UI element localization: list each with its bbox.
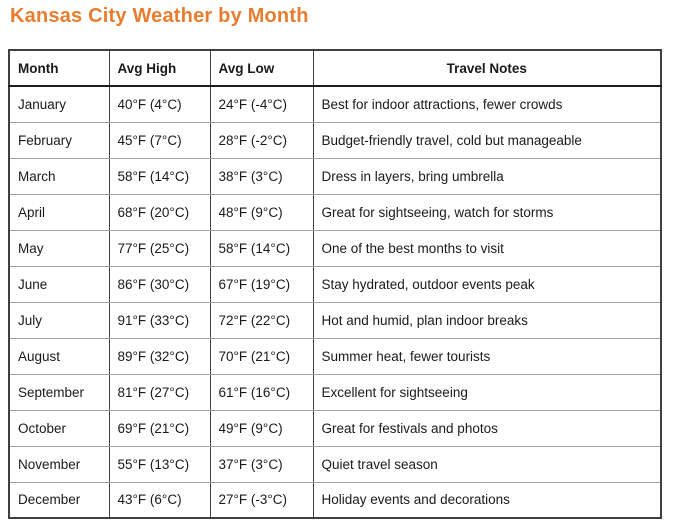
table-row: May 77°F (25°C) 58°F (14°C) One of the b… xyxy=(8,229,662,267)
avg-low-cell: 67°F (19°C) xyxy=(209,265,314,303)
avg-low-cell: 61°F (16°C) xyxy=(209,373,314,411)
month-cell: June xyxy=(8,265,110,303)
avg-low-cell: 48°F (9°C) xyxy=(209,193,314,231)
table-row: June 86°F (30°C) 67°F (19°C) Stay hydrat… xyxy=(8,265,662,303)
travel-notes-cell: Summer heat, fewer tourists xyxy=(312,337,662,375)
month-cell: April xyxy=(8,193,110,231)
travel-notes-cell: Great for sightseeing, watch for storms xyxy=(312,193,662,231)
avg-high-cell: 69°F (21°C) xyxy=(108,409,211,447)
table-row: September 81°F (27°C) 61°F (16°C) Excell… xyxy=(8,373,662,411)
avg-high-cell: 40°F (4°C) xyxy=(108,85,211,123)
month-cell: March xyxy=(8,157,110,195)
travel-notes-cell: Excellent for sightseeing xyxy=(312,373,662,411)
table-row: December 43°F (6°C) 27°F (-3°C) Holiday … xyxy=(8,481,662,519)
avg-high-cell: 89°F (32°C) xyxy=(108,337,211,375)
month-cell: September xyxy=(8,373,110,411)
table-row: August 89°F (32°C) 70°F (21°C) Summer he… xyxy=(8,337,662,375)
table-row: November 55°F (13°C) 37°F (3°C) Quiet tr… xyxy=(8,445,662,483)
avg-high-cell: 81°F (27°C) xyxy=(108,373,211,411)
travel-notes-cell: Budget-friendly travel, cold but managea… xyxy=(312,121,662,159)
table-row: March 58°F (14°C) 38°F (3°C) Dress in la… xyxy=(8,157,662,195)
travel-notes-cell: Quiet travel season xyxy=(312,445,662,483)
table-row: April 68°F (20°C) 48°F (9°C) Great for s… xyxy=(8,193,662,231)
month-cell: October xyxy=(8,409,110,447)
avg-low-cell: 28°F (-2°C) xyxy=(209,121,314,159)
avg-low-cell: 24°F (-4°C) xyxy=(209,85,314,123)
avg-low-cell: 72°F (22°C) xyxy=(209,301,314,339)
avg-high-cell: 58°F (14°C) xyxy=(108,157,211,195)
avg-high-cell: 77°F (25°C) xyxy=(108,229,211,267)
avg-low-cell: 49°F (9°C) xyxy=(209,409,314,447)
table-row: January 40°F (4°C) 24°F (-4°C) Best for … xyxy=(8,85,662,123)
travel-notes-cell: Holiday events and decorations xyxy=(312,481,662,519)
avg-low-cell: 58°F (14°C) xyxy=(209,229,314,267)
avg-low-cell: 37°F (3°C) xyxy=(209,445,314,483)
table-row: February 45°F (7°C) 28°F (-2°C) Budget-f… xyxy=(8,121,662,159)
month-cell: December xyxy=(8,481,110,519)
avg-high-cell: 68°F (20°C) xyxy=(108,193,211,231)
weather-table: Month Avg High Avg Low Travel Notes Janu… xyxy=(8,49,662,519)
avg-high-cell: 43°F (6°C) xyxy=(108,481,211,519)
month-cell: January xyxy=(8,85,110,123)
avg-low-cell: 38°F (3°C) xyxy=(209,157,314,195)
travel-notes-cell: Great for festivals and photos xyxy=(312,409,662,447)
avg-low-cell: 70°F (21°C) xyxy=(209,337,314,375)
month-cell: February xyxy=(8,121,110,159)
column-header-avg-high: Avg High xyxy=(108,49,211,87)
month-cell: November xyxy=(8,445,110,483)
header-row: Month Avg High Avg Low Travel Notes xyxy=(8,49,662,87)
travel-notes-cell: One of the best months to visit xyxy=(312,229,662,267)
travel-notes-cell: Best for indoor attractions, fewer crowd… xyxy=(312,85,662,123)
avg-high-cell: 86°F (30°C) xyxy=(108,265,211,303)
avg-high-cell: 91°F (33°C) xyxy=(108,301,211,339)
avg-high-cell: 55°F (13°C) xyxy=(108,445,211,483)
column-header-month: Month xyxy=(8,49,110,87)
month-cell: July xyxy=(8,301,110,339)
table-row: July 91°F (33°C) 72°F (22°C) Hot and hum… xyxy=(8,301,662,339)
travel-notes-cell: Dress in layers, bring umbrella xyxy=(312,157,662,195)
avg-high-cell: 45°F (7°C) xyxy=(108,121,211,159)
column-header-travel-notes: Travel Notes xyxy=(312,49,662,87)
travel-notes-cell: Hot and humid, plan indoor breaks xyxy=(312,301,662,339)
month-cell: May xyxy=(8,229,110,267)
table-header: Month Avg High Avg Low Travel Notes xyxy=(8,49,662,87)
page-title: Kansas City Weather by Month xyxy=(10,5,309,27)
travel-notes-cell: Stay hydrated, outdoor events peak xyxy=(312,265,662,303)
table-row: October 69°F (21°C) 49°F (9°C) Great for… xyxy=(8,409,662,447)
table-body: January 40°F (4°C) 24°F (-4°C) Best for … xyxy=(8,85,662,519)
month-cell: August xyxy=(8,337,110,375)
column-header-avg-low: Avg Low xyxy=(209,49,314,87)
avg-low-cell: 27°F (-3°C) xyxy=(209,481,314,519)
